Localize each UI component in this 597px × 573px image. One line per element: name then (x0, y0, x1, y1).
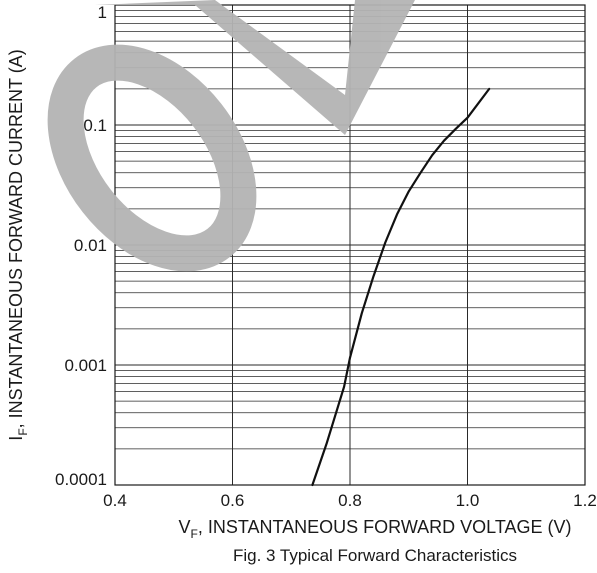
grid-lines (115, 5, 585, 485)
y-tick-label: 0.1 (83, 116, 107, 135)
figure-caption: Fig. 3 Typical Forward Characteristics (233, 546, 517, 565)
x-tick-label: 0.4 (103, 491, 127, 510)
y-tick-label: 0.01 (74, 236, 107, 255)
y-tick-labels: 0.0001 0.001 0.01 0.1 1 (55, 3, 107, 489)
y-tick-label: 1 (98, 3, 107, 22)
forward-characteristic-curve (311, 87, 491, 487)
x-tick-label: 1.2 (573, 491, 597, 510)
watermark-logo (47, 0, 415, 272)
x-tick-label: 0.6 (221, 491, 245, 510)
y-tick-label: 0.001 (64, 356, 107, 375)
plot-frame (114, 4, 586, 486)
x-tick-label: 1.0 (456, 491, 480, 510)
x-tick-label: 0.8 (338, 491, 362, 510)
y-axis-label: IF, INSTANTANEOUS FORWARD CURRENT (A) (6, 49, 30, 440)
x-tick-labels: 0.4 0.6 0.8 1.0 1.2 (103, 491, 597, 510)
x-axis-label: VF, INSTANTANEOUS FORWARD VOLTAGE (V) (178, 517, 571, 541)
y-tick-label: 0.0001 (55, 470, 107, 489)
